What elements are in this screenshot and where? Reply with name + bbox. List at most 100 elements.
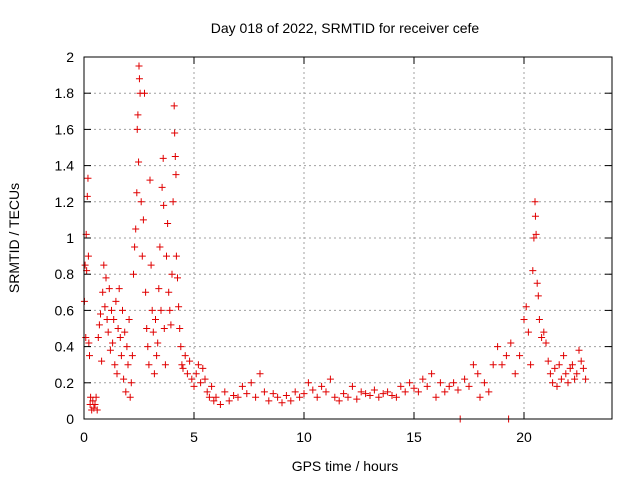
data-point (126, 393, 134, 401)
data-point (114, 325, 122, 332)
data-point (551, 364, 559, 372)
data-point (142, 288, 150, 296)
data-point (221, 388, 229, 396)
data-point (141, 89, 148, 97)
data-point (502, 352, 510, 360)
data-point (188, 375, 196, 383)
data-point (353, 395, 361, 403)
data-point (137, 198, 145, 206)
data-point (300, 390, 308, 398)
y-tick-label: 1.8 (55, 85, 75, 101)
data-point (480, 379, 488, 387)
data-point (326, 375, 334, 383)
data-point (406, 379, 414, 387)
data-point (106, 346, 114, 354)
data-point (203, 388, 211, 396)
data-point (86, 352, 93, 360)
data-point (174, 274, 181, 282)
data-point (109, 339, 117, 347)
data-point (160, 325, 168, 332)
data-point (134, 111, 142, 119)
data-point (313, 393, 321, 401)
data-point (199, 364, 207, 372)
data-point (145, 361, 153, 369)
data-point (175, 303, 183, 311)
y-tick-label: 1.6 (55, 121, 75, 137)
data-point (168, 270, 176, 278)
data-point (544, 357, 552, 365)
data-point (269, 390, 277, 398)
data-point (410, 384, 418, 392)
data-point (348, 382, 356, 390)
x-axis-tick-labels: 0 5 10 15 20 (80, 429, 532, 445)
data-point (549, 379, 557, 387)
data-point (124, 361, 132, 369)
data-point (546, 370, 554, 378)
data-point (101, 303, 109, 311)
data-point (531, 212, 539, 220)
data-point (117, 352, 125, 360)
data-point (531, 198, 539, 206)
data-point (133, 125, 141, 133)
data-point (527, 361, 535, 369)
data-point (234, 393, 242, 401)
data-point (104, 328, 112, 336)
data-point (414, 388, 422, 396)
data-point (282, 391, 290, 399)
data-point (133, 189, 141, 197)
data-point (127, 379, 135, 387)
data-point (116, 334, 124, 342)
x-tick-label: 0 (80, 429, 88, 445)
data-point (171, 153, 179, 161)
data-point (99, 288, 107, 296)
y-axis-label: SRMTID / TECUs (6, 183, 22, 293)
x-tick-label: 20 (516, 429, 532, 445)
data-point (157, 306, 165, 314)
data-point (579, 364, 587, 372)
y-tick-label: 2 (66, 49, 74, 65)
data-point (90, 404, 98, 412)
data-point (89, 397, 97, 405)
data-point (555, 361, 563, 369)
data-point (154, 339, 162, 347)
data-point (582, 375, 590, 383)
data-point (225, 397, 233, 405)
data-point (423, 382, 431, 390)
data-point (152, 315, 159, 323)
data-point (110, 315, 118, 323)
data-point (535, 315, 543, 323)
data-point (436, 379, 444, 387)
data-point (205, 393, 213, 401)
data-point (94, 334, 102, 342)
data-point (172, 171, 180, 179)
data-point (144, 343, 152, 351)
data-point (243, 390, 251, 398)
data-point (194, 361, 202, 369)
data-point (401, 388, 409, 396)
y-tick-label: 0.4 (55, 339, 75, 355)
y-axis-tick-labels: 0 0.2 0.4 0.6 0.8 1 1.2 1.4 1.6 1.8 2 (55, 49, 75, 427)
data-point (171, 129, 179, 137)
data-point (335, 397, 343, 405)
data-point (344, 393, 352, 401)
data-point (147, 261, 155, 269)
data-point (159, 154, 167, 162)
data-point (265, 397, 273, 405)
data-point (163, 252, 170, 260)
data-point (123, 343, 131, 351)
data-point (573, 370, 581, 378)
data-point (153, 352, 161, 360)
data-point (131, 243, 139, 251)
data-point (304, 379, 312, 387)
data-point (370, 386, 378, 394)
data-point (160, 201, 168, 209)
y-tick-label: 0.6 (55, 302, 75, 318)
data-point (465, 382, 473, 390)
data-point (112, 297, 120, 305)
data-point (441, 388, 449, 396)
data-point (82, 334, 90, 342)
data-point (388, 391, 396, 399)
data-point (566, 364, 574, 372)
data-point (432, 393, 440, 401)
data-point (511, 370, 519, 378)
